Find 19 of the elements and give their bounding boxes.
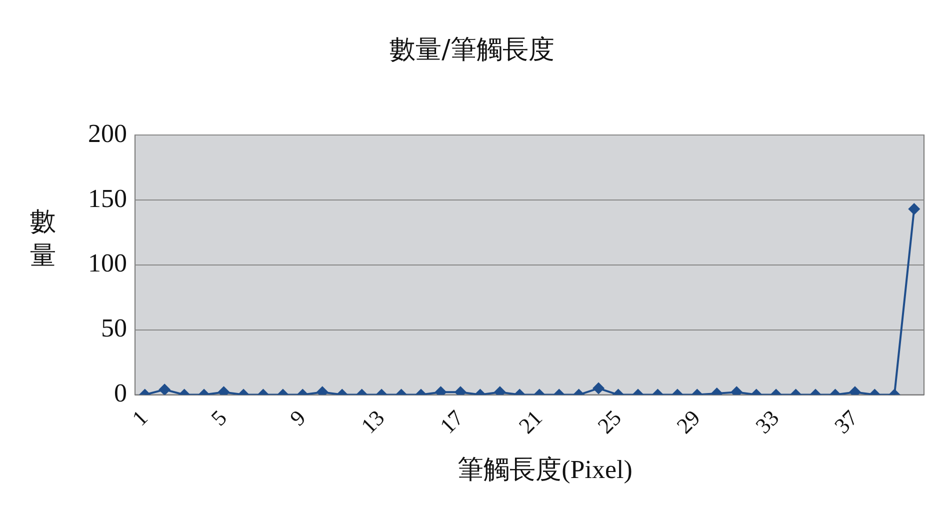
x-tick-label: 17 (434, 405, 468, 438)
x-tick-label: 33 (750, 405, 784, 438)
point (908, 203, 920, 216)
y-tick-label: 100 (88, 248, 127, 278)
x-axis-title: 筆觸長度(Pixel) (456, 454, 634, 486)
x-tick-label: 13 (356, 405, 390, 438)
y-tick-label: 150 (88, 184, 127, 213)
chart-title: 數量/筆觸長度 (388, 34, 556, 67)
x-tick-label: 25 (592, 405, 626, 438)
x-tick-label: 21 (514, 405, 547, 438)
x-tick-label: 1 (127, 405, 152, 431)
x-tick-label: 29 (672, 405, 705, 438)
y-axis-title: 數量 (29, 206, 57, 273)
y-tick-label: 200 (88, 118, 127, 148)
x-tick-label: 5 (206, 405, 232, 431)
y-tick-label: 0 (114, 378, 127, 408)
x-tick-label: 9 (284, 405, 310, 431)
x-tick-label: 37 (829, 405, 863, 438)
y-tick-label: 50 (101, 314, 127, 343)
